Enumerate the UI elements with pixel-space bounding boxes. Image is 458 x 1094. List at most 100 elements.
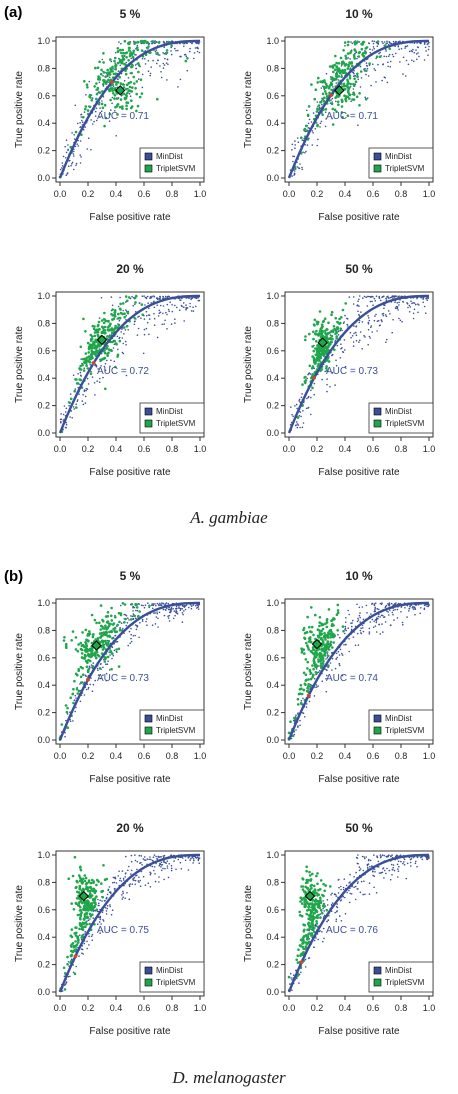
mindist-point bbox=[92, 917, 95, 919]
tripletsvm-point bbox=[86, 650, 89, 653]
legend-label-tripletsvm: TripletSVM bbox=[156, 978, 196, 987]
mindist-point bbox=[402, 301, 405, 303]
tripletsvm-point bbox=[318, 346, 321, 350]
tripletsvm-point bbox=[84, 912, 87, 915]
tripletsvm-point bbox=[84, 655, 87, 658]
mindist-point bbox=[374, 300, 377, 302]
tripletsvm-point bbox=[135, 606, 139, 609]
mindist-point bbox=[192, 862, 194, 864]
mindist-point bbox=[124, 329, 127, 331]
mindist-point bbox=[96, 910, 99, 913]
mindist-point bbox=[167, 617, 170, 619]
mindist-point bbox=[355, 871, 357, 874]
mindist-point bbox=[158, 309, 161, 312]
legend-swatch-mindist bbox=[144, 966, 153, 975]
tripletsvm-point bbox=[88, 343, 92, 347]
tripletsvm-point bbox=[311, 345, 314, 348]
tripletsvm-point bbox=[78, 921, 82, 925]
mindist-point bbox=[133, 877, 136, 879]
x-tick-label: 0.4 bbox=[339, 444, 352, 454]
tripletsvm-point bbox=[122, 326, 126, 329]
tripletsvm-point bbox=[114, 80, 118, 84]
tripletsvm-point bbox=[346, 67, 350, 70]
mindist-point bbox=[326, 674, 328, 677]
tripletsvm-point bbox=[73, 855, 77, 859]
mindist-point bbox=[292, 160, 294, 163]
mindist-point bbox=[96, 380, 98, 382]
tripletsvm-point bbox=[94, 66, 97, 70]
mindist-point bbox=[62, 413, 65, 416]
tripletsvm-point bbox=[71, 692, 74, 696]
tripletsvm-point bbox=[327, 648, 331, 651]
tripletsvm-point bbox=[74, 926, 77, 929]
tripletsvm-point bbox=[73, 389, 76, 393]
mindist-point bbox=[338, 654, 341, 656]
legend-label-tripletsvm: TripletSVM bbox=[156, 164, 196, 173]
tripletsvm-point bbox=[331, 123, 335, 126]
mindist-point bbox=[137, 327, 140, 330]
mindist-point bbox=[374, 69, 377, 72]
mindist-point bbox=[350, 41, 352, 43]
mindist-point bbox=[372, 626, 375, 629]
tripletsvm-point bbox=[289, 720, 292, 723]
tripletsvm-point bbox=[77, 874, 81, 877]
mindist-point bbox=[357, 300, 359, 302]
mindist-point bbox=[85, 688, 88, 691]
mindist-point bbox=[324, 125, 327, 128]
legend-label-mindist: MinDist bbox=[156, 714, 183, 723]
tripletsvm-point bbox=[93, 891, 97, 895]
mindist-point bbox=[409, 858, 412, 861]
tripletsvm-point bbox=[333, 327, 336, 331]
mindist-point bbox=[143, 295, 145, 297]
tripletsvm-point bbox=[296, 703, 300, 706]
mindist-point bbox=[64, 411, 67, 413]
mindist-point bbox=[144, 296, 147, 299]
tripletsvm-point bbox=[302, 648, 305, 651]
mindist-point bbox=[74, 104, 77, 107]
mindist-point bbox=[148, 318, 151, 320]
tripletsvm-point bbox=[80, 652, 84, 655]
mindist-point bbox=[311, 130, 314, 132]
mindist-point bbox=[72, 720, 74, 722]
mindist-point bbox=[147, 70, 150, 72]
tripletsvm-point bbox=[325, 92, 328, 96]
tripletsvm-point bbox=[312, 330, 315, 334]
tripletsvm-point bbox=[330, 102, 334, 106]
tripletsvm-point bbox=[113, 97, 116, 100]
mindist-point bbox=[144, 63, 147, 65]
mindist-point bbox=[104, 907, 107, 909]
tripletsvm-point bbox=[123, 316, 126, 319]
mindist-point bbox=[408, 311, 411, 313]
mindist-point bbox=[389, 624, 392, 627]
tripletsvm-point bbox=[333, 348, 336, 352]
mindist-point bbox=[292, 155, 294, 158]
mindist-point bbox=[407, 306, 409, 309]
mindist-point bbox=[331, 354, 334, 356]
y-tick-label: 0.8 bbox=[266, 318, 279, 328]
mindist-point bbox=[105, 663, 107, 665]
mindist-point bbox=[122, 309, 124, 312]
mindist-point bbox=[170, 608, 173, 610]
mindist-point bbox=[118, 336, 121, 339]
mindist-point bbox=[173, 860, 175, 862]
mindist-point bbox=[140, 855, 143, 857]
tripletsvm-point bbox=[303, 652, 306, 655]
mindist-point bbox=[305, 130, 307, 132]
mindist-point bbox=[347, 609, 349, 612]
tripletsvm-point bbox=[325, 351, 329, 354]
mindist-point bbox=[179, 609, 182, 611]
mindist-point bbox=[348, 882, 350, 884]
mindist-point bbox=[149, 297, 151, 299]
mindist-point bbox=[60, 413, 62, 415]
tripletsvm-point bbox=[353, 48, 356, 51]
mindist-point bbox=[105, 679, 108, 682]
mindist-point bbox=[117, 348, 119, 351]
legend-label-mindist: MinDist bbox=[156, 966, 183, 975]
mindist-point bbox=[408, 610, 410, 612]
tripletsvm-point bbox=[68, 401, 71, 404]
mindist-point bbox=[319, 913, 321, 915]
mindist-marker bbox=[312, 376, 316, 380]
mindist-point bbox=[329, 662, 332, 664]
mindist-point bbox=[79, 683, 81, 685]
tripletsvm-point bbox=[336, 603, 340, 607]
